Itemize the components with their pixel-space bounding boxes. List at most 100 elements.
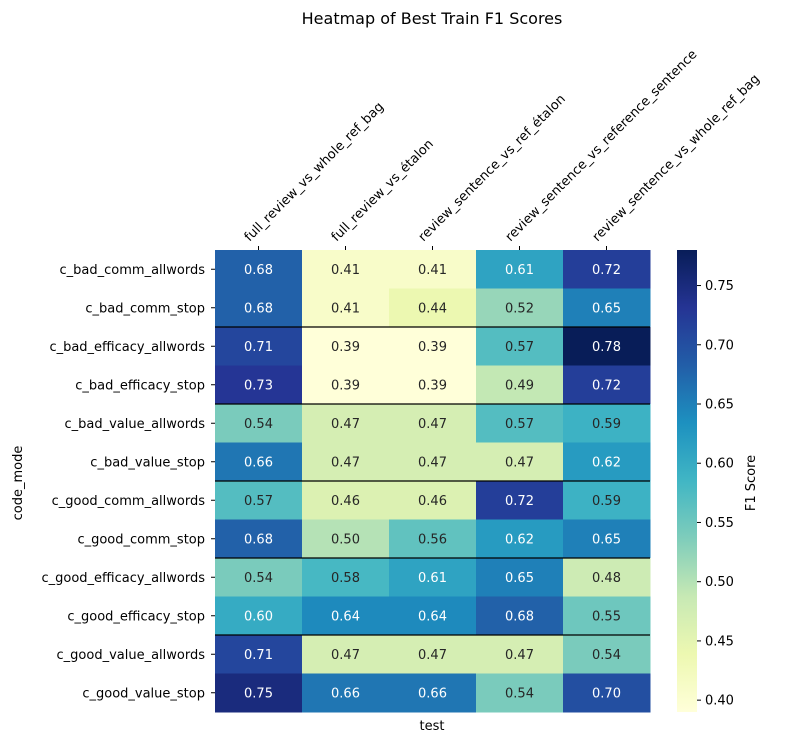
colorbar-ticks: 0.40 0.45 0.50 0.55 0.60 0.65 0.70 0.75 bbox=[697, 279, 734, 709]
cell-value-label: 0.50 bbox=[331, 532, 360, 547]
heatmap-cell bbox=[389, 519, 477, 559]
column-tick-label: review_sentence_vs_ref_étalon bbox=[416, 92, 569, 245]
colorbar bbox=[677, 250, 697, 712]
cell-value-label: 0.68 bbox=[244, 301, 273, 316]
cell-value-label: 0.57 bbox=[244, 494, 273, 509]
heatmap-cell bbox=[476, 635, 564, 674]
cell-value-label: 0.68 bbox=[244, 532, 273, 547]
heatmap-cell bbox=[476, 442, 564, 482]
heatmap-cell bbox=[215, 365, 303, 405]
cell-value-label: 0.59 bbox=[592, 494, 621, 509]
heatmap-cell bbox=[476, 519, 564, 559]
heatmap-cell bbox=[302, 519, 390, 559]
row-tick-label: c_bad_efficacy_stop bbox=[75, 378, 205, 393]
column-tick-label: review_sentence_vs_whole_ref_bag bbox=[590, 72, 763, 245]
cell-value-label: 0.65 bbox=[592, 532, 621, 547]
cell-value-label: 0.58 bbox=[331, 571, 360, 586]
heatmap-cell bbox=[389, 481, 477, 520]
heatmap-cell bbox=[389, 596, 477, 636]
heatmap-cell bbox=[389, 250, 477, 289]
heatmap-cell bbox=[563, 519, 651, 559]
row-tick-label: c_bad_value_stop bbox=[90, 455, 205, 470]
row-tick-label: c_good_efficacy_stop bbox=[67, 609, 205, 624]
heatmap-cell bbox=[302, 481, 390, 520]
heatmap-cell bbox=[302, 596, 390, 636]
cell-value-label: 0.47 bbox=[505, 455, 534, 470]
cell-value-label: 0.72 bbox=[592, 378, 621, 393]
cell-value-label: 0.72 bbox=[505, 494, 534, 509]
cell-value-label: 0.47 bbox=[331, 417, 360, 432]
heatmap-cell bbox=[476, 481, 564, 520]
cell-value-label: 0.66 bbox=[331, 686, 360, 701]
cell-value-label: 0.64 bbox=[331, 609, 360, 624]
cell-value-label: 0.55 bbox=[592, 609, 621, 624]
cell-value-label: 0.73 bbox=[244, 378, 273, 393]
cell-value-label: 0.39 bbox=[418, 340, 447, 355]
cell-value-label: 0.46 bbox=[418, 494, 447, 509]
cell-value-label: 0.57 bbox=[505, 417, 534, 432]
cell-value-label: 0.47 bbox=[331, 455, 360, 470]
heatmap-cell bbox=[215, 327, 303, 366]
heatmap-cell bbox=[389, 558, 477, 597]
heatmap-cell bbox=[563, 327, 651, 366]
cell-value-label: 0.78 bbox=[592, 340, 621, 355]
column-tick-label: review_sentence_vs_reference_sentence bbox=[503, 47, 701, 245]
colorbar-tick-label: 0.55 bbox=[705, 516, 734, 531]
heatmap-cell bbox=[389, 635, 477, 674]
cell-value-label: 0.66 bbox=[244, 455, 273, 470]
colorbar-label: F1 Score bbox=[744, 455, 759, 511]
colorbar-tick-label: 0.70 bbox=[705, 338, 734, 353]
cell-value-label: 0.47 bbox=[418, 417, 447, 432]
cell-value-label: 0.39 bbox=[331, 378, 360, 393]
cell-value-label: 0.47 bbox=[418, 455, 447, 470]
cell-value-label: 0.61 bbox=[418, 571, 447, 586]
cell-value-label: 0.65 bbox=[592, 301, 621, 316]
cell-value-label: 0.65 bbox=[505, 571, 534, 586]
cell-value-label: 0.41 bbox=[331, 301, 360, 316]
heatmap-cell bbox=[389, 442, 477, 482]
heatmap-cell bbox=[476, 327, 564, 366]
heatmap-cell bbox=[215, 673, 303, 713]
row-tick-label: c_good_value_allwords bbox=[57, 648, 206, 663]
row-tick-label: c_good_comm_allwords bbox=[52, 494, 206, 509]
heatmap-cell bbox=[215, 442, 303, 482]
heatmap-cell bbox=[302, 673, 390, 713]
heatmap-cell bbox=[563, 635, 651, 674]
heatmap-cell bbox=[215, 481, 303, 520]
cell-value-label: 0.60 bbox=[244, 609, 273, 624]
cell-value-label: 0.44 bbox=[418, 301, 447, 316]
row-tick-label: c_bad_comm_allwords bbox=[60, 263, 206, 278]
cell-value-label: 0.48 bbox=[592, 571, 621, 586]
cell-value-label: 0.39 bbox=[418, 378, 447, 393]
cell-value-label: 0.52 bbox=[505, 301, 534, 316]
heatmap-cells bbox=[215, 250, 651, 713]
cell-value-label: 0.47 bbox=[331, 648, 360, 663]
cell-value-label: 0.46 bbox=[331, 494, 360, 509]
cell-value-label: 0.64 bbox=[418, 609, 447, 624]
cell-value-label: 0.75 bbox=[244, 686, 273, 701]
cell-value-label: 0.49 bbox=[505, 378, 534, 393]
heatmap-cell bbox=[563, 442, 651, 482]
cell-value-label: 0.54 bbox=[244, 417, 273, 432]
heatmap-cell bbox=[302, 558, 390, 597]
row-tick-label: c_good_value_stop bbox=[82, 686, 205, 701]
row-tick-label: c_bad_efficacy_allwords bbox=[49, 340, 205, 355]
colorbar-tick-label: 0.75 bbox=[705, 279, 734, 294]
cell-value-label: 0.68 bbox=[505, 609, 534, 624]
heatmap-cell bbox=[563, 404, 651, 443]
heatmap-cell bbox=[389, 288, 477, 328]
cell-value-label: 0.71 bbox=[244, 648, 273, 663]
heatmap-cell bbox=[563, 481, 651, 520]
row-tick-label: c_bad_comm_stop bbox=[85, 301, 205, 316]
heatmap-cell bbox=[389, 673, 477, 713]
cell-value-label: 0.39 bbox=[331, 340, 360, 355]
heatmap-cell bbox=[563, 250, 651, 289]
x-axis-label: test bbox=[420, 719, 445, 734]
cell-value-label: 0.62 bbox=[505, 532, 534, 547]
heatmap-cell bbox=[476, 365, 564, 405]
heatmap-cell bbox=[389, 365, 477, 405]
colorbar-tick-label: 0.50 bbox=[705, 575, 734, 590]
group-separators bbox=[215, 326, 650, 636]
heatmap-cell bbox=[476, 596, 564, 636]
heatmap-cell bbox=[563, 288, 651, 328]
